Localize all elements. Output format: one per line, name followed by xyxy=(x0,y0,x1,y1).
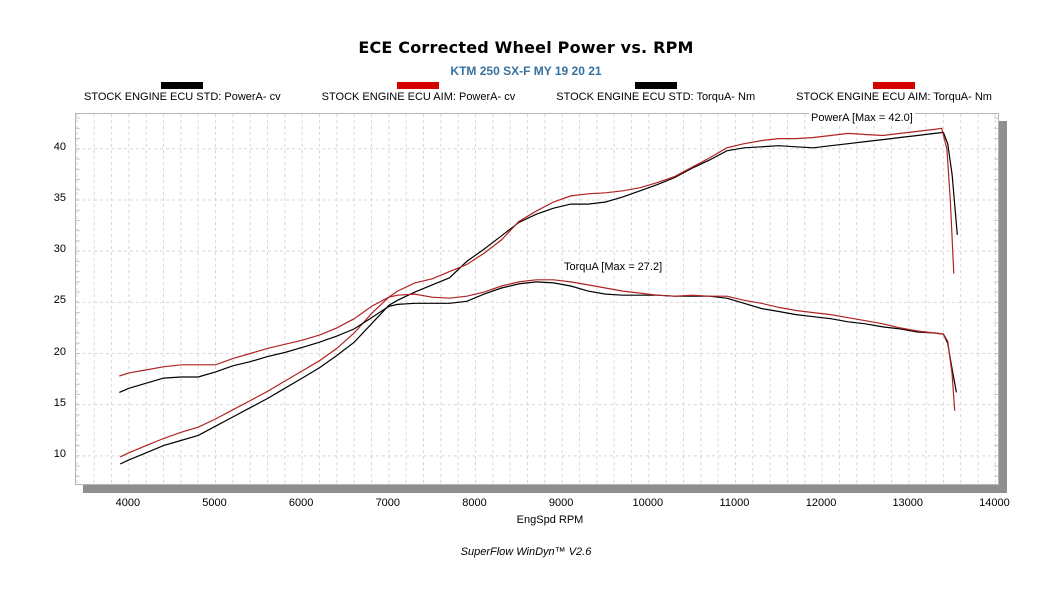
x-tick-label: 14000 xyxy=(979,497,1010,509)
x-tick-label: 6000 xyxy=(288,497,314,509)
plot-drop-shadow-right xyxy=(999,121,1007,493)
y-tick-label: 40 xyxy=(53,140,66,153)
legend-label: STOCK ENGINE ECU AIM: TorquA- Nm xyxy=(796,91,992,103)
legend-item-aim-torque: STOCK ENGINE ECU AIM: TorquA- Nm xyxy=(796,82,992,103)
legend-item-aim-power: STOCK ENGINE ECU AIM: PowerA- cv xyxy=(321,82,516,103)
x-tick-label: 4000 xyxy=(115,497,141,509)
legend-color-bar-black xyxy=(161,82,204,89)
plot-drop-shadow-bottom xyxy=(83,485,1007,493)
series-stock-engine-ecu-std-torqua-nm xyxy=(119,281,957,393)
plot-area: PowerA [Max = 42.0] TorquA [Max = 27.2] xyxy=(75,112,999,485)
y-tick-label: 30 xyxy=(53,243,66,256)
x-tick-label: 8000 xyxy=(462,497,487,509)
x-tick-label: 5000 xyxy=(202,497,227,509)
y-tick-label: 10 xyxy=(53,447,66,460)
chart-subtitle: KTM 250 SX-F MY 19 20 21 xyxy=(450,64,602,78)
series-stock-engine-ecu-aim-powera-cv xyxy=(119,127,955,458)
series-stock-engine-ecu-aim-torqua-nm xyxy=(119,279,956,411)
legend-item-std-power: STOCK ENGINE ECU STD: PowerA- cv xyxy=(84,82,281,103)
x-tick-label: 10000 xyxy=(632,497,664,509)
chart-legend: STOCK ENGINE ECU STD: PowerA- cv STOCK E… xyxy=(84,82,992,103)
torque-max-annotation: TorquA [Max = 27.2] xyxy=(562,261,665,273)
x-axis-title: EngSpd RPM xyxy=(516,514,584,526)
y-tick-label: 15 xyxy=(53,396,66,409)
power-max-annotation: PowerA [Max = 42.0] xyxy=(809,112,915,124)
x-tick-label: 9000 xyxy=(548,497,574,509)
legend-color-bar-red xyxy=(397,82,440,89)
dyno-curves-canvas xyxy=(76,114,998,484)
legend-item-std-torque: STOCK ENGINE ECU STD: TorquA- Nm xyxy=(556,82,755,103)
legend-label: STOCK ENGINE ECU STD: PowerA- cv xyxy=(84,91,281,103)
y-tick-label: 20 xyxy=(53,345,66,358)
x-tick-label: 13000 xyxy=(892,497,924,509)
series-stock-engine-ecu-std-powera-cv xyxy=(119,131,958,465)
legend-color-bar-red xyxy=(873,82,916,89)
legend-label: STOCK ENGINE ECU AIM: PowerA- cv xyxy=(321,91,516,103)
x-tick-label: 7000 xyxy=(375,497,401,509)
x-tick-label: 12000 xyxy=(805,497,837,509)
legend-color-bar-black xyxy=(634,82,677,89)
legend-label: STOCK ENGINE ECU STD: TorquA- Nm xyxy=(556,91,756,103)
y-tick-label: 25 xyxy=(53,294,66,307)
footer-credit: SuperFlow WinDyn™ V2.6 xyxy=(460,546,592,558)
page-title: ECE Corrected Wheel Power vs. RPM xyxy=(358,38,694,57)
y-tick-label: 35 xyxy=(53,191,66,204)
x-tick-label: 11000 xyxy=(719,497,750,509)
